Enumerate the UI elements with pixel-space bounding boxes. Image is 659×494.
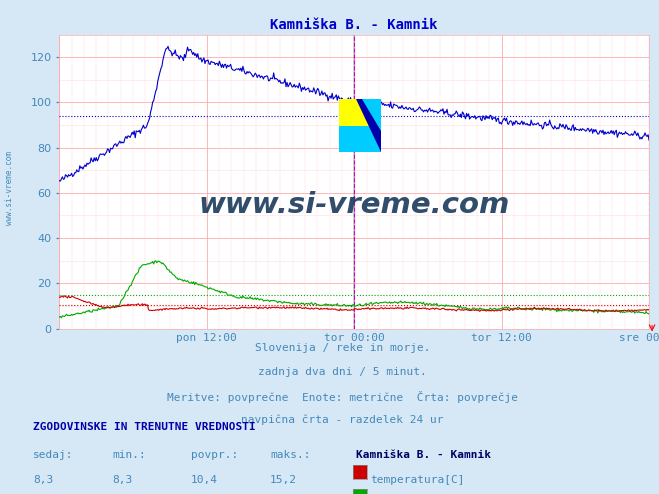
Text: www.si-vreme.com: www.si-vreme.com xyxy=(5,151,14,225)
Text: navpična črta - razdelek 24 ur: navpična črta - razdelek 24 ur xyxy=(241,414,444,425)
Text: zadnja dva dni / 5 minut.: zadnja dva dni / 5 minut. xyxy=(258,367,427,377)
Text: 8,3: 8,3 xyxy=(112,475,132,485)
Text: temperatura[C]: temperatura[C] xyxy=(370,475,465,485)
Polygon shape xyxy=(339,99,381,125)
Text: ZGODOVINSKE IN TRENUTNE VREDNOSTI: ZGODOVINSKE IN TRENUTNE VREDNOSTI xyxy=(33,422,256,432)
Text: maks.:: maks.: xyxy=(270,450,310,459)
Polygon shape xyxy=(339,125,381,152)
Text: sedaj:: sedaj: xyxy=(33,450,73,459)
Text: Kamniška B. - Kamnik: Kamniška B. - Kamnik xyxy=(356,450,491,459)
Text: 8,3: 8,3 xyxy=(33,475,53,485)
Polygon shape xyxy=(356,99,381,152)
Text: www.si-vreme.com: www.si-vreme.com xyxy=(198,191,510,219)
Text: min.:: min.: xyxy=(112,450,146,459)
Text: 15,2: 15,2 xyxy=(270,475,297,485)
Text: povpr.:: povpr.: xyxy=(191,450,239,459)
Title: Kamniška B. - Kamnik: Kamniška B. - Kamnik xyxy=(270,18,438,32)
Text: Meritve: povprečne  Enote: metrične  Črta: povprečje: Meritve: povprečne Enote: metrične Črta:… xyxy=(167,391,518,403)
Text: Slovenija / reke in morje.: Slovenija / reke in morje. xyxy=(255,343,430,353)
Polygon shape xyxy=(362,99,381,131)
Text: 10,4: 10,4 xyxy=(191,475,218,485)
